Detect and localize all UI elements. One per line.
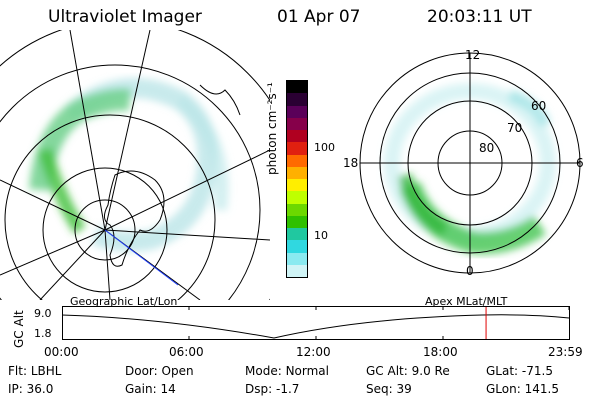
mlt-label-12: 12 <box>465 48 480 62</box>
timeline-xtick-1800: 18:00 <box>423 345 458 359</box>
colorbar-tick-100: 100 <box>314 141 335 154</box>
colorbar-tick-10: 10 <box>314 229 328 242</box>
time-label: 20:03:11 UT <box>427 7 532 27</box>
info-gain: Gain: 14 <box>125 382 176 396</box>
left-map-caption: Geographic Lat/Lon <box>70 295 178 308</box>
coastline-north <box>199 84 241 116</box>
timeline-frame <box>62 306 570 340</box>
auroral-oval-left <box>29 78 229 252</box>
timeline-axis-label: GC Alt <box>12 310 26 348</box>
color-bar-segment <box>287 81 307 94</box>
mlat-label-70: 70 <box>507 121 522 135</box>
color-bar-segment <box>287 93 307 106</box>
info-flt: Flt: LBHL <box>8 364 62 378</box>
latitude-grid <box>0 30 270 300</box>
info-gc-alt: GC Alt: 9.0 Re <box>366 364 450 378</box>
color-bar-segment <box>287 117 307 130</box>
color-bar-segment <box>287 154 307 167</box>
mlt-label-18: 18 <box>343 156 358 170</box>
color-bar-segment <box>287 203 307 216</box>
mlt-label-0: 0 <box>466 264 474 278</box>
altitude-curve <box>62 314 570 339</box>
info-dsp: Dsp: -1.7 <box>245 382 300 396</box>
instrument-title: Ultraviolet Imager <box>48 7 202 27</box>
mlt-label-6: 6 <box>576 156 584 170</box>
timeline-ytick-high: 9.0 <box>34 307 52 320</box>
info-mode: Mode: Normal <box>245 364 329 378</box>
color-bar-segment <box>287 252 307 265</box>
color-bar-segment <box>287 191 307 204</box>
timeline-xtick-1200: 12:00 <box>296 345 331 359</box>
coastline <box>104 170 165 267</box>
info-door: Door: Open <box>125 364 194 378</box>
colorbar-unit-label: photon cm⁻²s⁻¹ <box>265 82 279 175</box>
color-bar-segment <box>287 142 307 155</box>
longitude-grid <box>0 30 270 300</box>
color-bar-segment <box>287 215 307 228</box>
color-bar-segment <box>287 228 307 241</box>
timeline-ticks <box>62 306 570 340</box>
color-bar-segment <box>287 240 307 253</box>
spacecraft-track <box>104 229 179 286</box>
mlat-label-60: 60 <box>531 99 546 113</box>
info-glat: GLat: -71.5 <box>486 364 553 378</box>
color-bar-segment <box>287 264 307 277</box>
color-bar-segment <box>287 105 307 118</box>
info-seq: Seq: 39 <box>366 382 412 396</box>
color-bar-segment <box>287 166 307 179</box>
color-bar-segment <box>287 130 307 143</box>
mlat-label-80: 80 <box>479 141 494 155</box>
info-glon: GLon: 141.5 <box>486 382 559 396</box>
color-bar <box>286 80 308 278</box>
right-map-caption: Apex MLat/MLT <box>425 295 508 308</box>
timeline-xtick-0000: 00:00 <box>44 345 79 359</box>
date-label: 01 Apr 07 <box>277 7 361 27</box>
timeline-xtick-2359: 23:59 <box>548 345 583 359</box>
timeline-ytick-low: 1.8 <box>34 327 52 340</box>
info-ip: IP: 36.0 <box>8 382 54 396</box>
timeline-xtick-0600: 06:00 <box>169 345 204 359</box>
altitude-timeline <box>62 306 570 340</box>
color-bar-segment <box>287 179 307 192</box>
geographic-map <box>0 30 270 300</box>
polar-map: 12 18 6 0 60 70 80 <box>343 48 584 278</box>
